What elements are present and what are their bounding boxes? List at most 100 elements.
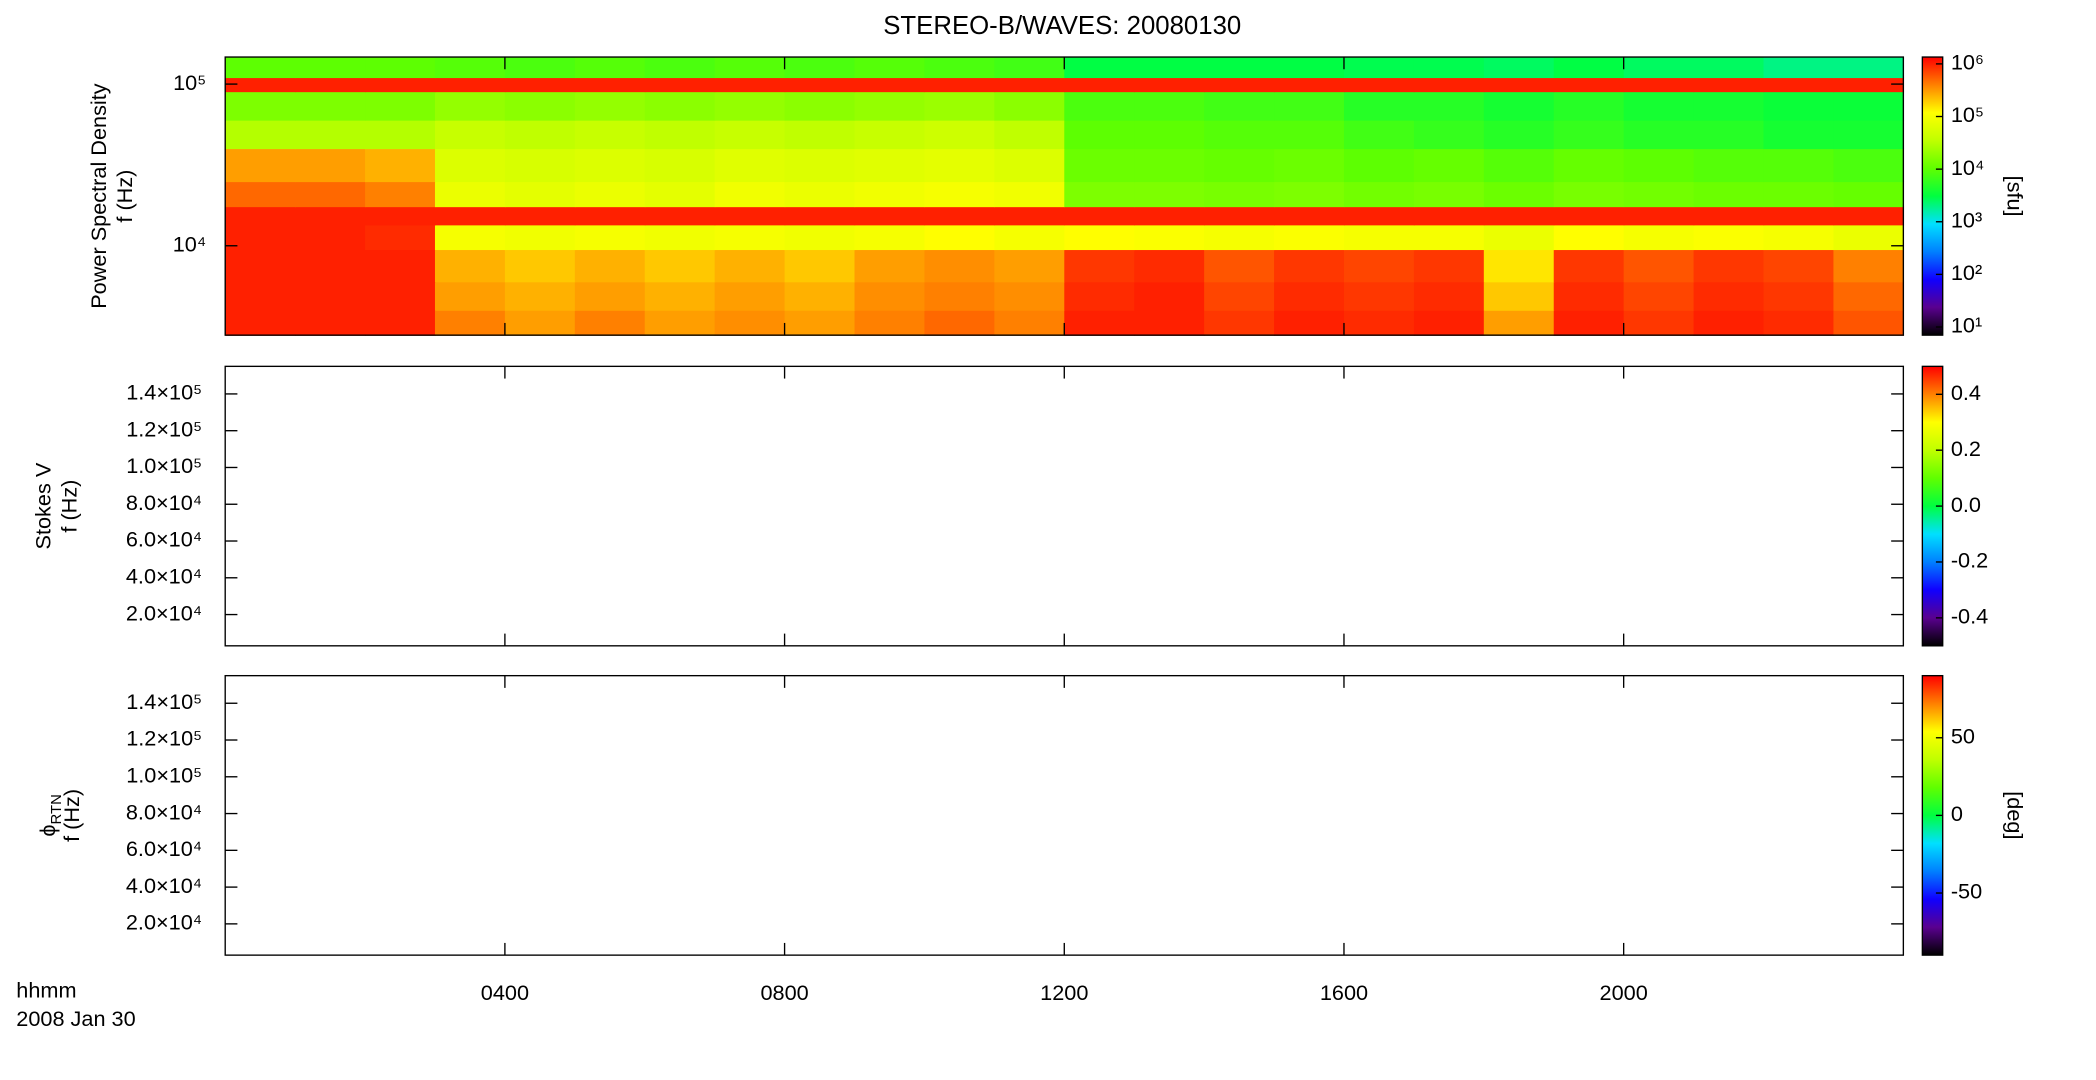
heat-cell [1623, 119, 1695, 150]
heat-cell [1343, 281, 1415, 311]
heat-cell [365, 310, 436, 336]
heat-cell [1274, 181, 1345, 208]
colorbar-label: [sfu] [2003, 176, 2028, 217]
heat-cell [225, 77, 296, 93]
heat-cell [1343, 77, 1415, 93]
heat-cell [295, 249, 366, 283]
heat-cell [994, 77, 1065, 93]
heat-cell [1553, 57, 1625, 79]
heat-cell [1204, 281, 1275, 311]
heat-cell [1134, 91, 1205, 121]
heat-cell [1483, 249, 1555, 283]
heat-cell [1763, 119, 1835, 150]
heat-cell [994, 206, 1065, 226]
y-tick-label: 6.0×10⁴ [126, 836, 202, 861]
colorbar-tick-label: 50 [1951, 724, 1975, 749]
heat-cell [1623, 249, 1695, 283]
heat-cell [1064, 281, 1135, 311]
heat-cell [574, 148, 646, 183]
heat-cell [434, 281, 506, 311]
heat-cell [1483, 77, 1555, 93]
colorbar-tick-label: -50 [1951, 879, 1982, 904]
heat-cell [1134, 181, 1205, 208]
heat-cell [714, 249, 786, 283]
colorbar-tick-label: -0.4 [1951, 604, 1988, 629]
heat-cell [924, 91, 996, 121]
colorbar-tick-label: 10⁵ [1951, 102, 1984, 127]
heat-cell [644, 57, 716, 79]
heat-cell [504, 77, 576, 93]
heat-cell [994, 181, 1065, 208]
heat-cell [1204, 181, 1275, 208]
heat-cell [1763, 77, 1835, 93]
heat-cell [644, 224, 716, 251]
y-axis-label-symbol: ϕ [35, 825, 60, 837]
heat-cell [1204, 206, 1275, 226]
heat-cell [854, 206, 926, 226]
heat-cell [1274, 310, 1345, 336]
heat-cell [994, 148, 1065, 183]
heat-cell [295, 148, 366, 183]
heat-cell [434, 206, 506, 226]
heat-cell [1274, 249, 1345, 283]
heat-cell [784, 119, 856, 150]
heat-cell [1134, 119, 1205, 150]
panel [225, 57, 1905, 336]
heat-cell [1413, 281, 1485, 311]
heat-cell [1623, 281, 1695, 311]
heat-cell [1204, 249, 1275, 283]
heat-cell [994, 310, 1065, 336]
heat-cell [784, 224, 856, 251]
heat-cell [924, 206, 996, 226]
heat-cell [574, 77, 646, 93]
heat-cell [854, 310, 926, 336]
heat-cell [1274, 91, 1345, 121]
heat-cell [994, 224, 1065, 251]
colorbar-tick-label: 0 [1951, 801, 1963, 826]
heat-cell [434, 249, 506, 283]
heat-cell [504, 249, 576, 283]
heat-cell [1833, 91, 1905, 121]
heat-cell [574, 310, 646, 336]
heat-cell [924, 77, 996, 93]
heat-cell [504, 224, 576, 251]
y-axis-label: f (Hz) [59, 789, 84, 842]
heat-cell [924, 281, 996, 311]
heat-cell [784, 181, 856, 208]
heat-cell [644, 91, 716, 121]
heat-cell [225, 148, 296, 183]
heat-cell [574, 119, 646, 150]
heat-cell [1064, 57, 1135, 79]
heat-cell [1204, 91, 1275, 121]
heat-cell [1064, 77, 1135, 93]
heat-cell [1553, 281, 1625, 311]
heat-cell [504, 310, 576, 336]
heat-cell [644, 310, 716, 336]
heat-cell [1134, 57, 1205, 79]
y-tick-label: 1.2×10⁵ [126, 726, 202, 751]
heat-cell [924, 310, 996, 336]
heat-cell [1274, 119, 1345, 150]
heat-cell [1833, 310, 1905, 336]
heat-cell [1343, 57, 1415, 79]
heat-cell [1413, 206, 1485, 226]
heat-cell [1693, 148, 1765, 183]
heat-cell [225, 91, 296, 121]
heat-cell [1064, 148, 1135, 183]
heat-cell [854, 181, 926, 208]
heat-cell [714, 224, 786, 251]
heat-cell [574, 224, 646, 251]
heat-cell [225, 206, 296, 226]
heat-cell [784, 57, 856, 79]
heat-cell [1413, 91, 1485, 121]
heat-cell [784, 310, 856, 336]
heat-cell [1343, 249, 1415, 283]
heat-cell [1553, 91, 1625, 121]
heat-cell [1134, 224, 1205, 251]
heat-cell [295, 281, 366, 311]
y-tick-label: 10⁴ [173, 232, 206, 257]
heat-cell [225, 119, 296, 150]
heat-cell [1064, 181, 1135, 208]
heat-cell [1693, 119, 1765, 150]
x-axis-label: 2008 Jan 30 [16, 1006, 135, 1031]
